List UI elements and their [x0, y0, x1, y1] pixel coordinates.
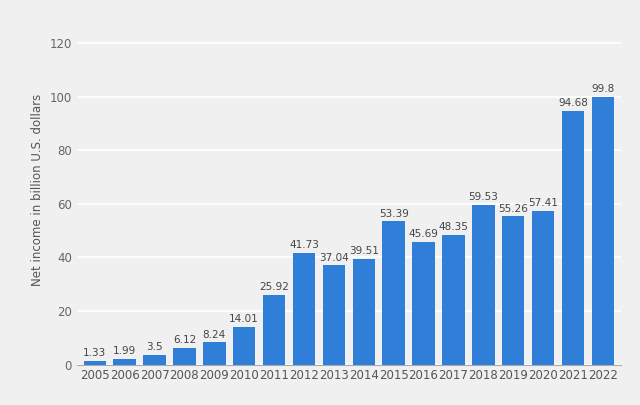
Bar: [412, 242, 435, 364]
Bar: [442, 235, 465, 364]
Text: 8.24: 8.24: [203, 330, 226, 340]
Text: 99.8: 99.8: [591, 84, 614, 94]
Text: 57.41: 57.41: [528, 198, 558, 208]
Bar: [472, 205, 495, 364]
Text: 39.51: 39.51: [349, 246, 379, 256]
Text: 41.73: 41.73: [289, 240, 319, 250]
Bar: [173, 348, 196, 364]
Bar: [383, 222, 405, 364]
Text: 1.99: 1.99: [113, 347, 136, 356]
Bar: [233, 327, 255, 364]
Text: 25.92: 25.92: [259, 282, 289, 292]
Bar: [113, 359, 136, 364]
Text: 14.01: 14.01: [229, 314, 259, 324]
Text: 94.68: 94.68: [558, 98, 588, 108]
Text: 53.39: 53.39: [379, 209, 408, 219]
Text: 59.53: 59.53: [468, 192, 499, 202]
Bar: [562, 111, 584, 364]
Text: 3.5: 3.5: [146, 343, 163, 352]
Bar: [591, 97, 614, 364]
Bar: [84, 361, 106, 364]
Y-axis label: Net income in billion U.S. dollars: Net income in billion U.S. dollars: [31, 94, 44, 286]
Text: 45.69: 45.69: [408, 229, 438, 239]
Text: 6.12: 6.12: [173, 335, 196, 345]
Bar: [203, 342, 225, 364]
Bar: [143, 355, 166, 364]
Bar: [292, 253, 315, 364]
Text: 55.26: 55.26: [499, 204, 528, 214]
Text: 48.35: 48.35: [438, 222, 468, 232]
Text: 1.33: 1.33: [83, 348, 106, 358]
Bar: [502, 216, 524, 364]
Text: 37.04: 37.04: [319, 253, 349, 262]
Bar: [353, 259, 375, 364]
Bar: [263, 295, 285, 364]
Bar: [323, 265, 345, 364]
Bar: [532, 211, 554, 364]
